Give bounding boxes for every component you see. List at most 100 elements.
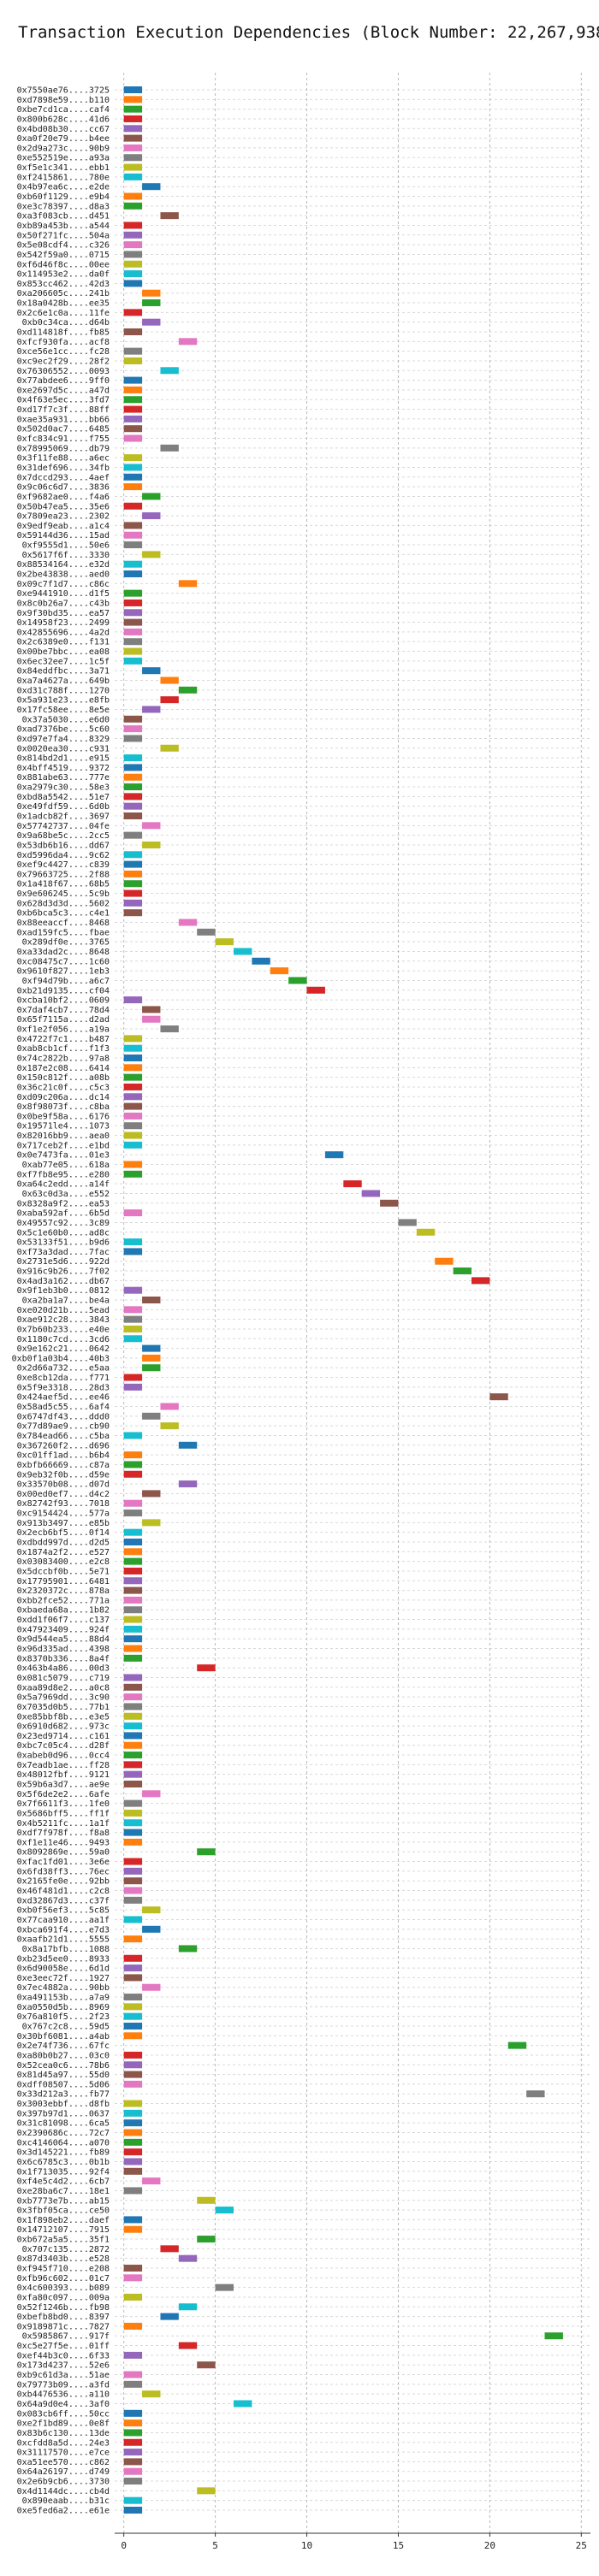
y-tick-label: 0x9e606245....5c9b: [17, 889, 110, 899]
task-bar: [123, 86, 143, 93]
task-bar: [123, 1122, 143, 1130]
task-bar: [142, 1983, 161, 1991]
y-tick-label: 0xbc7c05c4....d28f: [17, 1741, 110, 1751]
task-bar: [142, 551, 161, 558]
y-tick-label: 0x50f271fc....504a: [17, 231, 110, 240]
y-tick-label: 0xf4e5c4d2....6cb7: [17, 2177, 110, 2187]
task-bar: [123, 2158, 143, 2165]
y-tick-label: 0x33d212a3....fb77: [17, 2090, 110, 2100]
y-tick-label: 0xdd1f06f7....c137: [17, 1616, 110, 1625]
task-bar: [123, 1770, 143, 1778]
task-bar: [142, 1906, 161, 1914]
y-tick-label: 0xf2415861....780e: [17, 173, 110, 182]
y-tick-label: 0x4b5211fc....1a1f: [17, 1819, 110, 1829]
task-bar: [160, 744, 179, 752]
task-bar: [123, 2409, 143, 2417]
y-tick-label: 0x46f481d1....c2c8: [17, 1887, 110, 1896]
y-tick-label: 0xb21d9135....cf04: [17, 986, 110, 996]
y-tick-label: 0x881abe63....777e: [17, 773, 110, 783]
task-bar: [123, 1819, 143, 1827]
y-tick-label: 0x8f98073f....c8ba: [17, 1102, 110, 1112]
task-bar: [123, 2371, 143, 2378]
task-bar: [142, 1354, 161, 1362]
y-tick-label: 0xdf7f978f....f8a8: [17, 1829, 110, 1838]
x-tick-label: 15: [393, 2540, 404, 2551]
task-bar: [123, 1712, 143, 1720]
y-tick-label: 0xb23d5ee0....8933: [17, 1954, 110, 1964]
y-tick-label: 0xad159fc5....fbae: [17, 928, 110, 937]
y-tick-label: 0x5a7969dd....3c90: [17, 1693, 110, 1703]
y-tick-label: 0xfa80c097....009a: [17, 2293, 110, 2302]
task-bar: [123, 173, 143, 180]
task-bar: [123, 1752, 143, 1759]
y-tick-label: 0x59144d36....15ad: [17, 531, 110, 541]
y-tick-label: 0xfcf930fa....acf8: [17, 338, 110, 347]
task-bar: [123, 454, 143, 462]
y-tick-label: 0x88534164....e32d: [17, 560, 110, 570]
task-bar: [123, 1539, 143, 1545]
y-tick-label: 0x853cc462....42d3: [17, 280, 110, 289]
y-tick-label: 0x0e7473fa....01e3: [17, 1151, 110, 1161]
task-bar: [123, 1867, 143, 1875]
y-tick-label: 0x4f63e5ec....3fd7: [17, 396, 110, 405]
task-bar: [234, 2400, 252, 2408]
y-tick-label: 0x23ed9714....c161: [17, 1732, 110, 1741]
y-tick-label: 0xc9ec2f29....28f2: [17, 357, 110, 366]
y-tick-label: 0xa0f20e79....b4ee: [17, 134, 110, 144]
y-tick-label: 0x37a5030....e6d0: [22, 715, 110, 724]
y-tick-label: 0x79663725....2f88: [17, 870, 110, 879]
y-tick-label: 0x463b4a86....00d3: [17, 1664, 110, 1674]
task-bar: [123, 2051, 143, 2059]
y-tick-label: 0x09c7f1d7....c86c: [17, 580, 110, 589]
task-bar: [160, 212, 179, 220]
task-bar: [160, 696, 179, 704]
x-tick-label: 20: [484, 2540, 495, 2551]
y-tick-label: 0x64a9d0e4....3af0: [17, 2400, 110, 2409]
task-bar: [123, 1044, 143, 1052]
task-bar: [123, 1693, 143, 1701]
y-tick-label: 0x00ed0ef7....d4c2: [17, 1490, 110, 1499]
task-bar: [215, 938, 234, 946]
task-bar: [123, 2438, 143, 2446]
y-tick-label: 0xd31c788f....1270: [17, 686, 110, 695]
task-bar: [123, 386, 143, 393]
task-bar: [178, 1945, 198, 1953]
y-tick-label: 0x4bff4519....9372: [17, 764, 110, 773]
y-tick-label: 0x17795901....6481: [17, 1577, 110, 1586]
task-bar: [526, 2090, 545, 2098]
task-bar: [142, 2177, 161, 2185]
y-tick-label: 0x53db6b16....dd67: [17, 841, 110, 850]
y-tick-label: 0xf1e11e46....9493: [17, 1838, 110, 1847]
y-tick-label: 0x3003ebbf....d8fb: [17, 2100, 110, 2109]
y-tick-label: 0xdff08507....5d06: [17, 2080, 110, 2089]
task-bar: [123, 154, 143, 162]
y-tick-label: 0xe3c78397....d8a3: [17, 202, 110, 211]
y-tick-label: 0x8a17bfb....1088: [22, 1945, 110, 1954]
y-tick-label: 0x2165fe0e....92bb: [17, 1877, 110, 1887]
task-bar: [123, 851, 143, 859]
y-tick-label: 0x8c0b26a7....c43b: [17, 599, 110, 608]
y-tick-label: 0x5617f6f....3330: [22, 551, 110, 560]
y-tick-label: 0x5c1e60b0....ad8c: [17, 1228, 110, 1238]
y-tick-label: 0x424aef5d....ee46: [17, 1393, 110, 1403]
task-bar: [123, 405, 143, 413]
y-tick-label: 0xabeb0d96....0cc4: [17, 1752, 110, 1761]
y-tick-label: 0xab8cb1cf....f1f3: [17, 1044, 110, 1054]
task-bar: [123, 1596, 143, 1604]
y-tick-label: 0x84eddfbc....3a71: [17, 667, 110, 676]
x-tick-label: 10: [301, 2540, 312, 2551]
task-bar: [123, 96, 143, 103]
y-tick-label: 0x4722f7c1....b487: [17, 1035, 110, 1044]
x-tick-label: 25: [576, 2540, 587, 2551]
task-bar: [123, 2380, 143, 2388]
task-bar: [123, 1829, 143, 1836]
task-bar: [123, 880, 143, 888]
task-bar: [123, 609, 143, 617]
task-bar: [123, 996, 143, 1004]
y-tick-label: 0x1f713035....92f4: [17, 2167, 110, 2177]
task-bar: [123, 802, 143, 810]
y-tick-label: 0x78995069....db79: [17, 444, 110, 453]
y-tick-label: 0x52f1246b....fb98: [17, 2303, 110, 2313]
task-bar: [123, 657, 143, 665]
task-bar: [123, 1238, 143, 1246]
